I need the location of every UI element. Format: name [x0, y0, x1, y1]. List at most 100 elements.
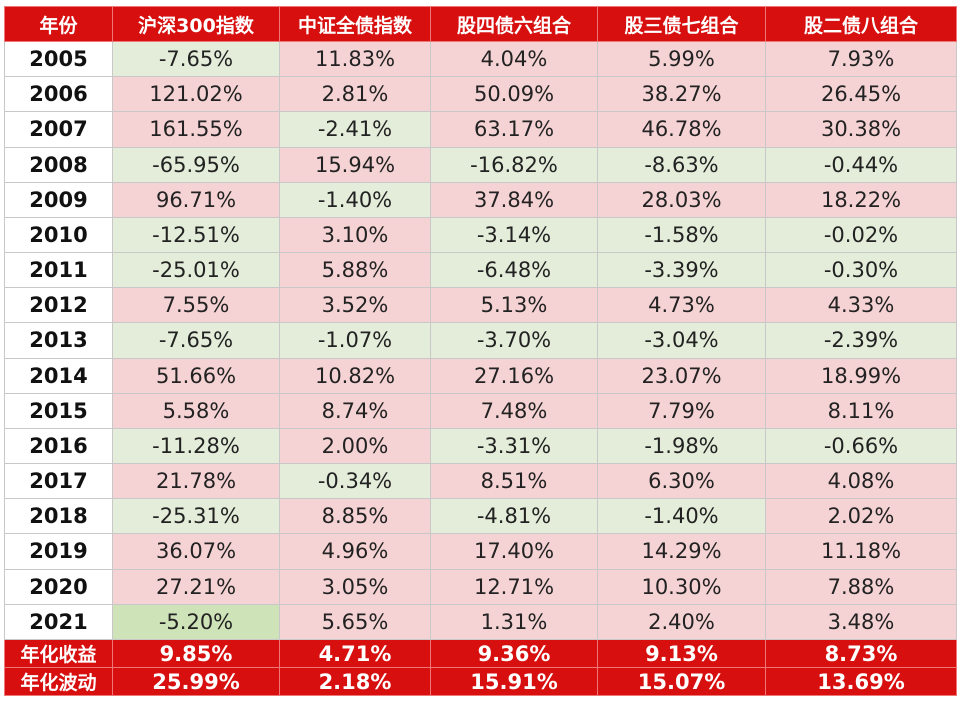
- value-cell: 2.40%: [597, 603, 766, 641]
- value-cell: 7.55%: [112, 287, 280, 324]
- value-cell: 10.82%: [279, 357, 431, 394]
- value-cell: 3.05%: [279, 568, 431, 605]
- value-cell: 10.30%: [597, 568, 766, 605]
- value-cell: 50.09%: [430, 76, 598, 113]
- value-cell: -0.02%: [765, 216, 957, 254]
- summary-value: 2.18%: [279, 667, 431, 696]
- table-row: 2018 -25.31% 8.85% -4.81% -1.40% 2.02%: [4, 498, 957, 535]
- table-row: 2016 -11.28% 2.00% -3.31% -1.98% -0.66%: [4, 427, 957, 465]
- value-cell: -1.07%: [279, 322, 431, 359]
- value-cell: 121.02%: [112, 76, 280, 113]
- value-cell: -2.41%: [279, 111, 431, 148]
- table-row: 2017 21.78% -0.34% 8.51% 6.30% 4.08%: [4, 463, 957, 500]
- value-cell: 28.03%: [597, 181, 766, 218]
- header-bond-index: 中证全债指数: [279, 6, 431, 42]
- header-20-80: 股二债八组合: [765, 6, 957, 42]
- table-row: 2012 7.55% 3.52% 5.13% 4.73% 4.33%: [4, 287, 957, 324]
- value-cell: 7.88%: [765, 568, 957, 605]
- value-cell: 8.85%: [279, 498, 431, 535]
- value-cell: 3.52%: [279, 287, 431, 324]
- table-row: 2014 51.66% 10.82% 27.16% 23.07% 18.99%: [4, 357, 957, 394]
- value-cell: -4.81%: [430, 498, 598, 535]
- value-cell: -0.34%: [279, 463, 431, 500]
- value-cell: 12.71%: [430, 568, 598, 605]
- value-cell: 1.31%: [430, 603, 598, 641]
- year-cell: 2012: [4, 287, 113, 324]
- value-cell: -3.70%: [430, 322, 598, 359]
- header-40-60: 股四债六组合: [430, 6, 598, 42]
- value-cell: 51.66%: [112, 357, 280, 394]
- value-cell: -16.82%: [430, 146, 598, 183]
- value-cell: 36.07%: [112, 533, 280, 570]
- value-cell: 11.83%: [279, 40, 431, 78]
- table-row: 2005 -7.65% 11.83% 4.04% 5.99% 7.93%: [4, 40, 957, 78]
- table-row: 2020 27.21% 3.05% 12.71% 10.30% 7.88%: [4, 568, 957, 605]
- value-cell: 23.07%: [597, 357, 766, 394]
- value-cell: 4.33%: [765, 287, 957, 324]
- value-cell: 5.13%: [430, 287, 598, 324]
- summary-row: 年化波动 25.99% 2.18% 15.91% 15.07% 13.69%: [4, 667, 957, 696]
- value-cell: 8.51%: [430, 463, 598, 500]
- value-cell: -25.01%: [112, 252, 280, 289]
- value-cell: 27.21%: [112, 568, 280, 605]
- value-cell: 161.55%: [112, 111, 280, 148]
- year-cell: 2016: [4, 427, 113, 465]
- value-cell: -0.30%: [765, 252, 957, 289]
- header-30-70: 股三债七组合: [597, 6, 766, 42]
- value-cell: 2.02%: [765, 498, 957, 535]
- value-cell: 11.18%: [765, 533, 957, 570]
- summary-value: 25.99%: [112, 667, 280, 696]
- value-cell: -5.20%: [112, 603, 280, 641]
- table-row: 2010 -12.51% 3.10% -3.14% -1.58% -0.02%: [4, 216, 957, 254]
- summary-value: 9.13%: [597, 639, 766, 668]
- value-cell: 5.88%: [279, 252, 431, 289]
- table-body: 2005 -7.65% 11.83% 4.04% 5.99% 7.93% 2006 121.0…: [4, 40, 957, 641]
- edge-mark-2: [957, 642, 961, 656]
- summary-label: 年化波动: [4, 667, 113, 696]
- value-cell: 8.74%: [279, 392, 431, 429]
- header-hs300: 沪深300指数: [112, 6, 280, 42]
- year-cell: 2008: [4, 146, 113, 183]
- table-row: 2007 161.55% -2.41% 63.17% 46.78% 30.38%: [4, 111, 957, 148]
- summary-value: 15.07%: [597, 667, 766, 696]
- value-cell: 4.96%: [279, 533, 431, 570]
- value-cell: -3.04%: [597, 322, 766, 359]
- value-cell: -3.31%: [430, 427, 598, 465]
- summary-value: 4.71%: [279, 639, 431, 668]
- value-cell: 21.78%: [112, 463, 280, 500]
- value-cell: -65.95%: [112, 146, 280, 183]
- value-cell: 15.94%: [279, 146, 431, 183]
- value-cell: 4.04%: [430, 40, 598, 78]
- table-row: 2019 36.07% 4.96% 17.40% 14.29% 11.18%: [4, 533, 957, 570]
- year-cell: 2014: [4, 357, 113, 394]
- year-cell: 2020: [4, 568, 113, 605]
- value-cell: 5.99%: [597, 40, 766, 78]
- value-cell: 6.30%: [597, 463, 766, 500]
- value-cell: -2.39%: [765, 322, 957, 359]
- value-cell: 18.22%: [765, 181, 957, 218]
- table-row: 2015 5.58% 8.74% 7.48% 7.79% 8.11%: [4, 392, 957, 429]
- value-cell: 5.65%: [279, 603, 431, 641]
- year-cell: 2011: [4, 252, 113, 289]
- value-cell: -1.40%: [279, 181, 431, 218]
- value-cell: -7.65%: [112, 322, 280, 359]
- value-cell: -1.58%: [597, 216, 766, 254]
- summary-value: 13.69%: [765, 667, 957, 696]
- year-cell: 2009: [4, 181, 113, 218]
- table-summary: 年化收益 9.85% 4.71% 9.36% 9.13% 8.73% 年化波动 25.99% 2…: [4, 639, 957, 696]
- value-cell: -8.63%: [597, 146, 766, 183]
- summary-value: 9.36%: [430, 639, 598, 668]
- value-cell: 18.99%: [765, 357, 957, 394]
- header-row: 年份 沪深300指数 中证全债指数 股四债六组合 股三债七组合 股二债八组合: [4, 6, 957, 42]
- year-cell: 2010: [4, 216, 113, 254]
- value-cell: 96.71%: [112, 181, 280, 218]
- value-cell: 8.11%: [765, 392, 957, 429]
- value-cell: -11.28%: [112, 427, 280, 465]
- summary-value: 8.73%: [765, 639, 957, 668]
- value-cell: 3.48%: [765, 603, 957, 641]
- edge-mark-1: [957, 258, 961, 272]
- year-cell: 2021: [4, 603, 113, 641]
- value-cell: -1.40%: [597, 498, 766, 535]
- value-cell: 4.08%: [765, 463, 957, 500]
- header-year: 年份: [4, 6, 113, 42]
